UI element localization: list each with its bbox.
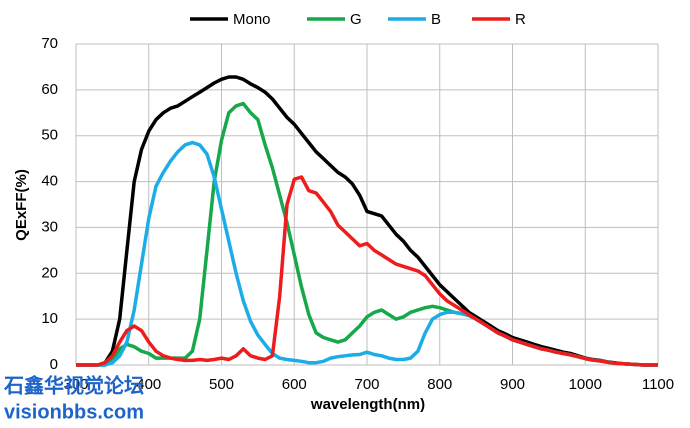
y-tick-label: 40	[41, 173, 58, 190]
y-tick-label: 10	[41, 310, 58, 327]
y-tick-label: 0	[50, 356, 58, 373]
legend-label: B	[431, 11, 441, 28]
watermark: visionbbs.com	[4, 401, 144, 423]
legend-label: R	[515, 11, 526, 28]
y-tick-label: 70	[41, 35, 58, 52]
x-axis-label: wavelength(nm)	[310, 396, 425, 413]
legend-label: G	[350, 11, 362, 28]
x-tick-label: 1000	[569, 376, 602, 393]
y-axis-label: QExFF(%)	[13, 169, 30, 241]
y-tick-label: 50	[41, 127, 58, 144]
series-line	[76, 175, 658, 367]
y-tick-label: 60	[41, 81, 58, 98]
x-tick-label: 600	[282, 376, 307, 393]
y-tick-label: 30	[41, 218, 58, 235]
x-tick-label: 900	[500, 376, 525, 393]
y-tick-label: 20	[41, 264, 58, 281]
watermark: 石鑫华视觉论坛	[3, 373, 144, 397]
x-tick-label: 1100	[642, 376, 674, 393]
x-tick-label: 800	[427, 376, 452, 393]
x-tick-label: 400	[136, 376, 161, 393]
x-tick-label: 500	[209, 376, 234, 393]
x-tick-label: 700	[354, 376, 379, 393]
legend-label: Mono	[233, 11, 271, 28]
x-tick-label: 300	[63, 376, 88, 393]
